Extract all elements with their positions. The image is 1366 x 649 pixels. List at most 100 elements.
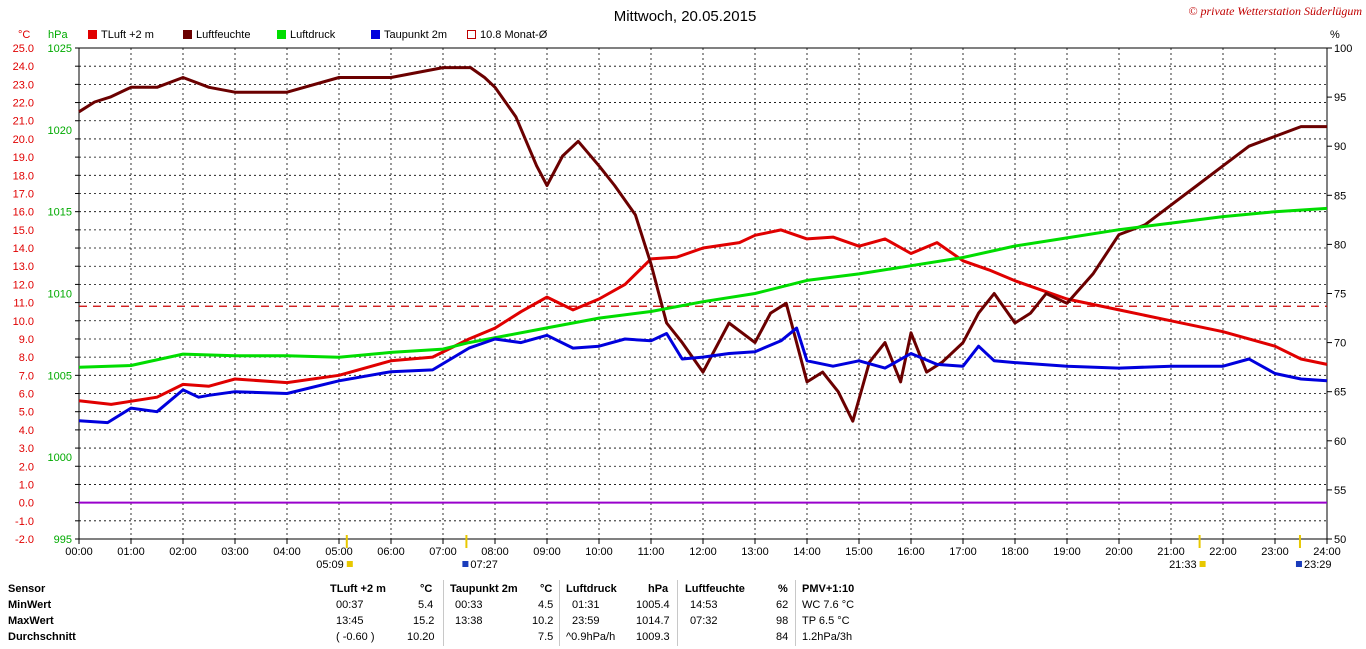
pmv-pressure-trend: 1.2hPa/3h bbox=[802, 631, 853, 643]
x-tick-label: 11:00 bbox=[638, 546, 665, 558]
humidity-tick-label: 75 bbox=[1334, 289, 1346, 301]
legend-label: Luftfeuchte bbox=[196, 29, 250, 41]
temp-tick-label: 23.0 bbox=[13, 79, 34, 91]
luftfeuchte-min-value: 62 bbox=[776, 599, 789, 611]
x-tick-label: 15:00 bbox=[845, 546, 873, 558]
sun-marker-icon bbox=[462, 561, 469, 567]
x-tick-label: 08:00 bbox=[481, 546, 509, 558]
temp-tick-label: 8.0 bbox=[19, 352, 34, 364]
legend-swatch bbox=[183, 30, 192, 39]
luftdruck-min-time: 01:31 bbox=[572, 599, 600, 611]
pressure-tick-label: 1015 bbox=[48, 207, 72, 219]
tluft-max-time: 13:45 bbox=[336, 615, 364, 627]
taupunkt-min-value: 4.5 bbox=[538, 599, 554, 611]
x-tick-label: 12:00 bbox=[689, 546, 717, 558]
temp-tick-label: -1.0 bbox=[15, 516, 34, 528]
temp-tick-label: 21.0 bbox=[13, 116, 34, 128]
x-tick-label: 09:00 bbox=[533, 546, 561, 558]
legend-swatch bbox=[467, 30, 476, 39]
temp-tick-label: 15.0 bbox=[13, 225, 34, 237]
x-tick-label: 02:00 bbox=[169, 546, 197, 558]
left-axis-unit: °C bbox=[18, 29, 30, 41]
temp-tick-label: 9.0 bbox=[19, 334, 34, 346]
temp-tick-label: 22.0 bbox=[13, 98, 34, 110]
series-line-2 bbox=[78, 206, 1328, 369]
temp-tick-label: 13.0 bbox=[13, 261, 34, 273]
divider bbox=[559, 580, 560, 646]
humidity-tick-label: 100 bbox=[1334, 43, 1352, 55]
luftfeuchte-header: Luftfeuchte bbox=[685, 583, 745, 595]
x-tick-label: 14:00 bbox=[793, 546, 821, 558]
humidity-tick-label: 55 bbox=[1334, 485, 1346, 497]
pressure-tick-label: 1005 bbox=[48, 370, 72, 382]
series-line-3 bbox=[78, 326, 1328, 425]
row-label-min: MinWert bbox=[8, 599, 52, 611]
chart-title: Mittwoch, 20.05.2015 bbox=[614, 8, 757, 25]
tluft-max-value: 15.2 bbox=[413, 615, 435, 627]
sun-marker-icon bbox=[1295, 561, 1302, 567]
temp-tick-label: 10.0 bbox=[13, 316, 34, 328]
x-tick-label: 17:00 bbox=[949, 546, 977, 558]
temp-tick-label: 4.0 bbox=[19, 425, 34, 437]
taupunkt-max-time: 13:38 bbox=[455, 615, 483, 627]
x-tick-label: 06:00 bbox=[377, 546, 405, 558]
temp-tick-label: 1.0 bbox=[19, 479, 34, 491]
x-tick-label: 16:00 bbox=[897, 546, 925, 558]
pressure-tick-label: 1000 bbox=[48, 452, 72, 464]
temp-tick-label: 17.0 bbox=[13, 188, 34, 200]
humidity-tick-label: 95 bbox=[1334, 92, 1346, 104]
chart-series bbox=[78, 66, 1328, 504]
legend-swatch bbox=[88, 30, 97, 39]
temp-tick-label: 19.0 bbox=[13, 152, 34, 164]
tluft-min-time: 00:37 bbox=[336, 599, 364, 611]
luftdruck-max-time: 23:59 bbox=[572, 615, 600, 627]
legend-swatch bbox=[277, 30, 286, 39]
temp-tick-label: 18.0 bbox=[13, 170, 34, 182]
luftfeuchte-max-value: 98 bbox=[776, 615, 789, 627]
pmv-dewpoint: TP 6.5 °C bbox=[802, 615, 850, 627]
x-tick-label: 05:00 bbox=[325, 546, 353, 558]
temp-tick-label: 11.0 bbox=[13, 298, 34, 310]
chart-axes: 00:00 01:00 02:00 03:00 04:00 05:00 06:00 07:00… bbox=[13, 43, 1353, 571]
temp-tick-label: 16.0 bbox=[13, 207, 34, 219]
luftdruck-min-value: 1005.4 bbox=[636, 599, 670, 611]
tluft-header: TLuft +2 m bbox=[330, 583, 386, 595]
temp-tick-label: 25.0 bbox=[13, 43, 34, 55]
x-tick-label: 23:00 bbox=[1261, 546, 1289, 558]
sun-marker-label: 23:29 bbox=[1304, 559, 1332, 571]
legend-label: 10.8 Monat-Ø bbox=[480, 29, 548, 41]
series-line-1 bbox=[78, 66, 1327, 423]
taupunkt-min-time: 00:33 bbox=[455, 599, 483, 611]
legend-swatch bbox=[371, 30, 380, 39]
tluft-avg-value: 10.20 bbox=[407, 631, 435, 643]
temp-tick-label: 20.0 bbox=[13, 134, 34, 146]
weather-chart: 00:00 01:00 02:00 03:00 04:00 05:00 06:00 07:00… bbox=[13, 4, 1363, 571]
legend-label: Taupunkt 2m bbox=[384, 29, 447, 41]
luftfeuchte-avg-value: 84 bbox=[776, 631, 789, 643]
humidity-tick-label: 70 bbox=[1334, 338, 1346, 350]
luftfeuchte-max-time: 07:32 bbox=[690, 615, 718, 627]
temp-tick-label: 6.0 bbox=[19, 389, 34, 401]
legend-label: Luftdruck bbox=[290, 29, 336, 41]
x-tick-label: 07:00 bbox=[429, 546, 457, 558]
divider bbox=[795, 580, 796, 646]
temp-tick-label: 24.0 bbox=[13, 61, 34, 73]
x-tick-label: 21:00 bbox=[1157, 546, 1185, 558]
legend-label: TLuft +2 m bbox=[101, 29, 154, 41]
row-label-avg: Durchschnitt bbox=[8, 631, 76, 643]
luftdruck-unit: hPa bbox=[648, 583, 669, 595]
luftdruck-trend: ^0.9hPa/h bbox=[566, 631, 616, 643]
luftdruck-header: Luftdruck bbox=[566, 583, 617, 595]
taupunkt-avg-value: 7.5 bbox=[538, 631, 554, 643]
humidity-tick-label: 80 bbox=[1334, 239, 1346, 251]
series-line-0 bbox=[78, 228, 1328, 406]
pressure-tick-label: 1025 bbox=[48, 43, 72, 55]
x-tick-label: 24:00 bbox=[1313, 546, 1341, 558]
temp-tick-label: 5.0 bbox=[19, 407, 34, 419]
sun-marker-label: 21:33 bbox=[1169, 559, 1197, 571]
x-tick-label: 03:00 bbox=[221, 546, 249, 558]
humidity-tick-label: 90 bbox=[1334, 141, 1346, 153]
chart-legend: TLuft +2 m Luftfeuchte Luftdruck Taupunkt 2… bbox=[88, 29, 548, 41]
divider bbox=[443, 580, 444, 646]
taupunkt-max-value: 10.2 bbox=[532, 615, 554, 627]
